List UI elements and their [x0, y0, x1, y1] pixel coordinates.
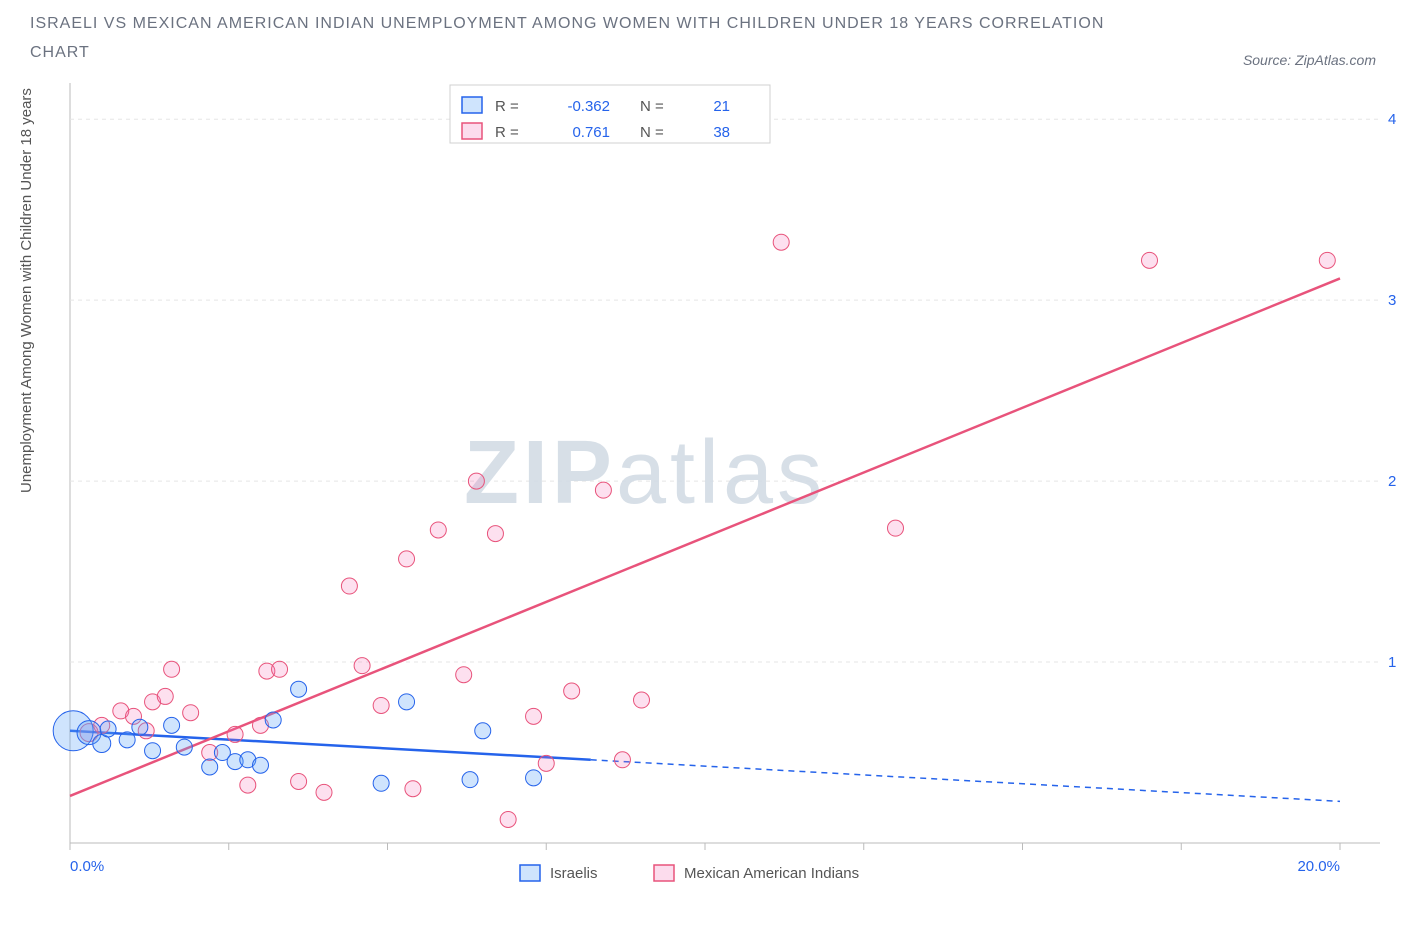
bottom-legend-swatch — [520, 865, 540, 881]
data-point-blue — [373, 775, 389, 791]
chart-title: ISRAELI VS MEXICAN AMERICAN INDIAN UNEMP… — [30, 10, 1130, 68]
data-point-pink — [773, 234, 789, 250]
data-point-pink — [399, 550, 415, 566]
data-point-blue — [176, 739, 192, 755]
chart-container: Unemployment Among Women with Children U… — [10, 73, 1396, 903]
legend-r-label: R = — [495, 124, 519, 141]
bottom-legend-label: Israelis — [550, 865, 598, 882]
data-point-pink — [341, 578, 357, 594]
data-point-pink — [456, 666, 472, 682]
data-point-pink — [240, 777, 256, 793]
data-point-pink — [634, 692, 650, 708]
bottom-legend-swatch — [654, 865, 674, 881]
data-point-blue — [291, 681, 307, 697]
data-point-pink — [183, 704, 199, 720]
data-point-blue — [145, 742, 161, 758]
y-tick-label: 10.0% — [1388, 654, 1396, 671]
data-point-pink — [291, 773, 307, 789]
legend-n-label: N = — [640, 98, 664, 115]
data-point-pink — [1142, 252, 1158, 268]
trend-line-blue-extrapolated — [591, 759, 1340, 801]
data-point-pink — [487, 525, 503, 541]
data-point-pink — [595, 482, 611, 498]
chart-source: Source: ZipAtlas.com — [1243, 52, 1376, 68]
data-point-blue — [399, 693, 415, 709]
data-point-pink — [272, 661, 288, 677]
data-point-pink — [500, 811, 516, 827]
data-point-blue — [164, 717, 180, 733]
data-point-pink — [538, 755, 554, 771]
x-tick-label: 0.0% — [70, 858, 104, 875]
legend-n-label: N = — [640, 124, 664, 141]
data-point-blue — [462, 771, 478, 787]
watermark: ZIPatlas — [464, 423, 826, 523]
y-tick-label: 20.0% — [1388, 473, 1396, 490]
data-point-pink — [316, 784, 332, 800]
data-point-blue — [100, 721, 116, 737]
data-point-pink — [430, 522, 446, 538]
legend-swatch — [462, 97, 482, 113]
data-point-pink — [227, 726, 243, 742]
data-point-blue — [253, 757, 269, 773]
y-tick-label: 30.0% — [1388, 292, 1396, 309]
y-axis-label: Unemployment Among Women with Children U… — [18, 88, 35, 493]
data-point-blue — [265, 712, 281, 728]
data-point-blue — [202, 759, 218, 775]
data-point-pink — [164, 661, 180, 677]
legend-r-label: R = — [495, 98, 519, 115]
data-point-pink — [468, 473, 484, 489]
legend-n-value: 21 — [713, 98, 730, 115]
scatter-chart: 10.0% 20.0% 30.0% 40.0% 0.0% 20.0% ZIPatlas R =… — [10, 73, 1396, 903]
data-point-blue — [132, 719, 148, 735]
legend-n-value: 38 — [713, 124, 730, 141]
data-point-pink — [405, 780, 421, 796]
data-point-pink — [354, 657, 370, 673]
data-point-pink — [1319, 252, 1335, 268]
data-point-pink — [888, 520, 904, 536]
data-point-blue — [526, 769, 542, 785]
data-point-blue — [475, 722, 491, 738]
data-point-pink — [526, 708, 542, 724]
data-point-blue — [119, 731, 135, 747]
y-tick-label: 40.0% — [1388, 111, 1396, 128]
legend-r-value: -0.362 — [567, 98, 610, 115]
data-point-pink — [157, 688, 173, 704]
data-point-pink — [614, 751, 630, 767]
data-point-pink — [373, 697, 389, 713]
x-tick-label: 20.0% — [1297, 858, 1340, 875]
legend-swatch — [462, 123, 482, 139]
chart-header: ISRAELI VS MEXICAN AMERICAN INDIAN UNEMP… — [10, 10, 1396, 73]
bottom-legend-label: Mexican American Indians — [684, 865, 859, 882]
data-point-pink — [564, 683, 580, 699]
legend-r-value: 0.761 — [572, 124, 610, 141]
